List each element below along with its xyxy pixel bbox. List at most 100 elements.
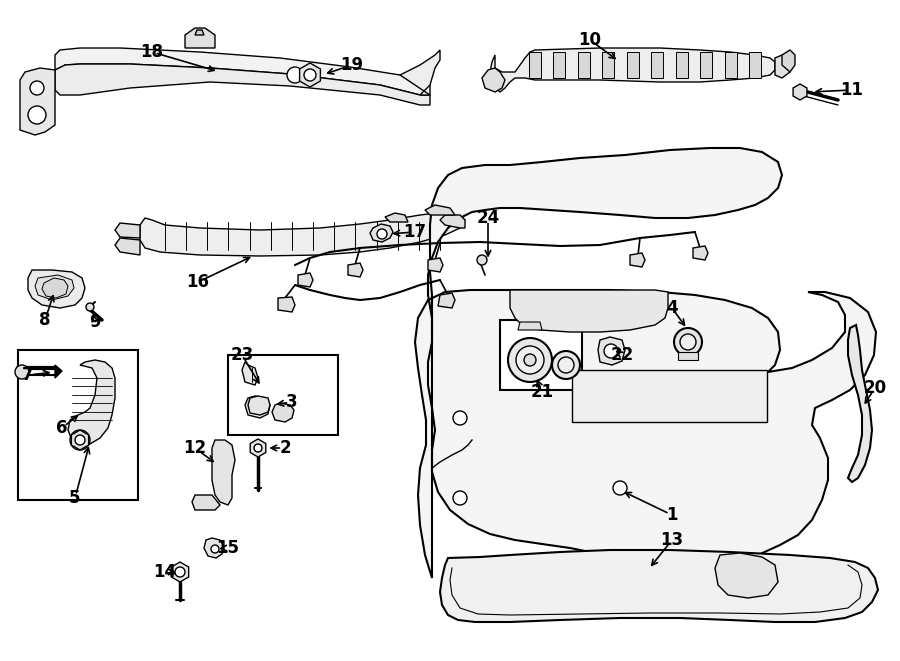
Circle shape xyxy=(75,435,85,445)
Bar xyxy=(529,52,541,78)
Text: 20: 20 xyxy=(863,379,886,397)
Polygon shape xyxy=(490,48,775,92)
Circle shape xyxy=(524,354,536,366)
Polygon shape xyxy=(204,538,224,558)
Text: 4: 4 xyxy=(666,299,678,317)
Text: 21: 21 xyxy=(530,383,554,401)
Circle shape xyxy=(604,344,618,358)
Text: 11: 11 xyxy=(841,81,863,99)
Polygon shape xyxy=(28,270,85,308)
Polygon shape xyxy=(518,322,542,330)
Text: 8: 8 xyxy=(40,311,50,329)
Bar xyxy=(626,52,639,78)
Circle shape xyxy=(70,430,90,450)
Polygon shape xyxy=(415,148,876,578)
Circle shape xyxy=(287,67,303,83)
Text: 15: 15 xyxy=(217,539,239,557)
Polygon shape xyxy=(775,55,790,78)
Circle shape xyxy=(552,351,580,379)
Polygon shape xyxy=(185,28,215,48)
Bar xyxy=(228,355,338,435)
Circle shape xyxy=(28,106,46,124)
Circle shape xyxy=(453,491,467,505)
Polygon shape xyxy=(55,64,430,105)
Polygon shape xyxy=(440,550,878,622)
Circle shape xyxy=(558,357,574,373)
Polygon shape xyxy=(115,238,140,255)
Circle shape xyxy=(30,81,44,95)
Text: 10: 10 xyxy=(579,31,601,49)
Polygon shape xyxy=(55,365,62,378)
Polygon shape xyxy=(848,325,872,482)
Text: 12: 12 xyxy=(184,439,207,457)
Bar xyxy=(602,52,615,78)
Bar xyxy=(749,52,761,78)
Polygon shape xyxy=(192,495,220,510)
Circle shape xyxy=(453,411,467,425)
Text: 17: 17 xyxy=(403,223,427,241)
Circle shape xyxy=(516,346,544,374)
Bar xyxy=(724,52,736,78)
Text: 24: 24 xyxy=(476,209,500,227)
Circle shape xyxy=(477,255,487,265)
Polygon shape xyxy=(482,68,505,92)
Polygon shape xyxy=(300,63,320,87)
Polygon shape xyxy=(440,215,465,228)
Text: 5: 5 xyxy=(69,489,81,507)
Polygon shape xyxy=(68,360,115,444)
Polygon shape xyxy=(678,352,698,360)
Text: 14: 14 xyxy=(153,563,176,581)
Polygon shape xyxy=(278,297,295,312)
Polygon shape xyxy=(348,263,363,277)
Polygon shape xyxy=(171,562,189,582)
Polygon shape xyxy=(250,439,266,457)
Bar xyxy=(500,320,582,390)
Bar xyxy=(700,52,712,78)
Polygon shape xyxy=(425,205,455,215)
Text: 23: 23 xyxy=(230,346,254,364)
Bar xyxy=(18,350,138,500)
Polygon shape xyxy=(35,275,74,300)
Text: 1: 1 xyxy=(666,506,678,524)
Circle shape xyxy=(86,303,94,311)
Circle shape xyxy=(211,545,219,553)
Text: 22: 22 xyxy=(610,346,634,364)
Bar xyxy=(652,52,663,78)
Circle shape xyxy=(15,365,29,379)
Circle shape xyxy=(254,444,262,452)
Polygon shape xyxy=(715,553,778,598)
Polygon shape xyxy=(212,440,235,505)
Text: 13: 13 xyxy=(661,531,684,549)
Polygon shape xyxy=(793,84,807,100)
Polygon shape xyxy=(370,224,393,242)
Polygon shape xyxy=(195,30,204,35)
Text: 9: 9 xyxy=(89,313,101,331)
Polygon shape xyxy=(400,50,440,95)
Polygon shape xyxy=(428,258,443,272)
Text: 3: 3 xyxy=(286,393,298,411)
Polygon shape xyxy=(385,213,408,222)
Circle shape xyxy=(508,338,552,382)
Polygon shape xyxy=(298,273,313,287)
Text: 2: 2 xyxy=(279,439,291,457)
Text: 16: 16 xyxy=(186,273,210,291)
Circle shape xyxy=(304,69,316,81)
Bar xyxy=(572,370,767,422)
Polygon shape xyxy=(42,278,68,298)
Polygon shape xyxy=(55,48,430,95)
Text: 18: 18 xyxy=(140,43,164,61)
Bar xyxy=(578,52,590,78)
Polygon shape xyxy=(510,290,668,332)
Circle shape xyxy=(175,567,185,577)
Circle shape xyxy=(674,328,702,356)
Polygon shape xyxy=(20,68,55,135)
Polygon shape xyxy=(115,223,140,238)
Polygon shape xyxy=(71,430,89,450)
Circle shape xyxy=(680,334,696,350)
Polygon shape xyxy=(248,396,270,415)
Bar xyxy=(554,52,565,78)
Polygon shape xyxy=(140,212,465,256)
Polygon shape xyxy=(598,337,625,365)
Text: 19: 19 xyxy=(340,56,364,74)
Bar xyxy=(676,52,688,78)
